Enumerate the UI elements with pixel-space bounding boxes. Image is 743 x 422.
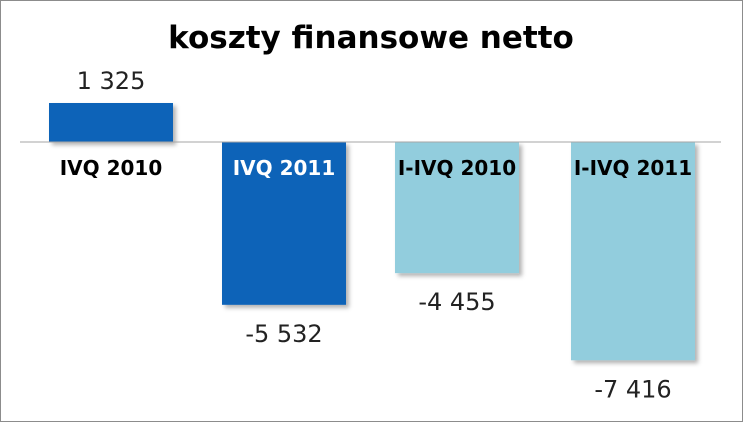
value-label-ivq-2010: 1 325 [77, 67, 146, 95]
bar-i-ivq-2011 [571, 142, 695, 361]
bars-group [49, 103, 695, 361]
bar-i-ivq-2010 [395, 142, 519, 274]
category-label-ivq-2010: IVQ 2010 [60, 156, 163, 180]
category-label-ivq-2011: IVQ 2011 [233, 156, 336, 180]
labels-group: IVQ 2010 1 325 IVQ 2011 -5 532 I-IVQ 2010 -4 … [60, 67, 692, 403]
bar-ivq-2011 [222, 142, 346, 305]
category-label-i-ivq-2011: I-IVQ 2011 [574, 156, 692, 180]
value-label-i-ivq-2010: -4 455 [418, 288, 495, 316]
value-label-ivq-2011: -5 532 [245, 320, 322, 348]
value-label-i-ivq-2011: -7 416 [594, 375, 671, 403]
bar-ivq-2010 [49, 103, 173, 142]
category-label-i-ivq-2010: I-IVQ 2010 [398, 156, 516, 180]
chart-title: koszty finansowe netto [168, 20, 574, 56]
